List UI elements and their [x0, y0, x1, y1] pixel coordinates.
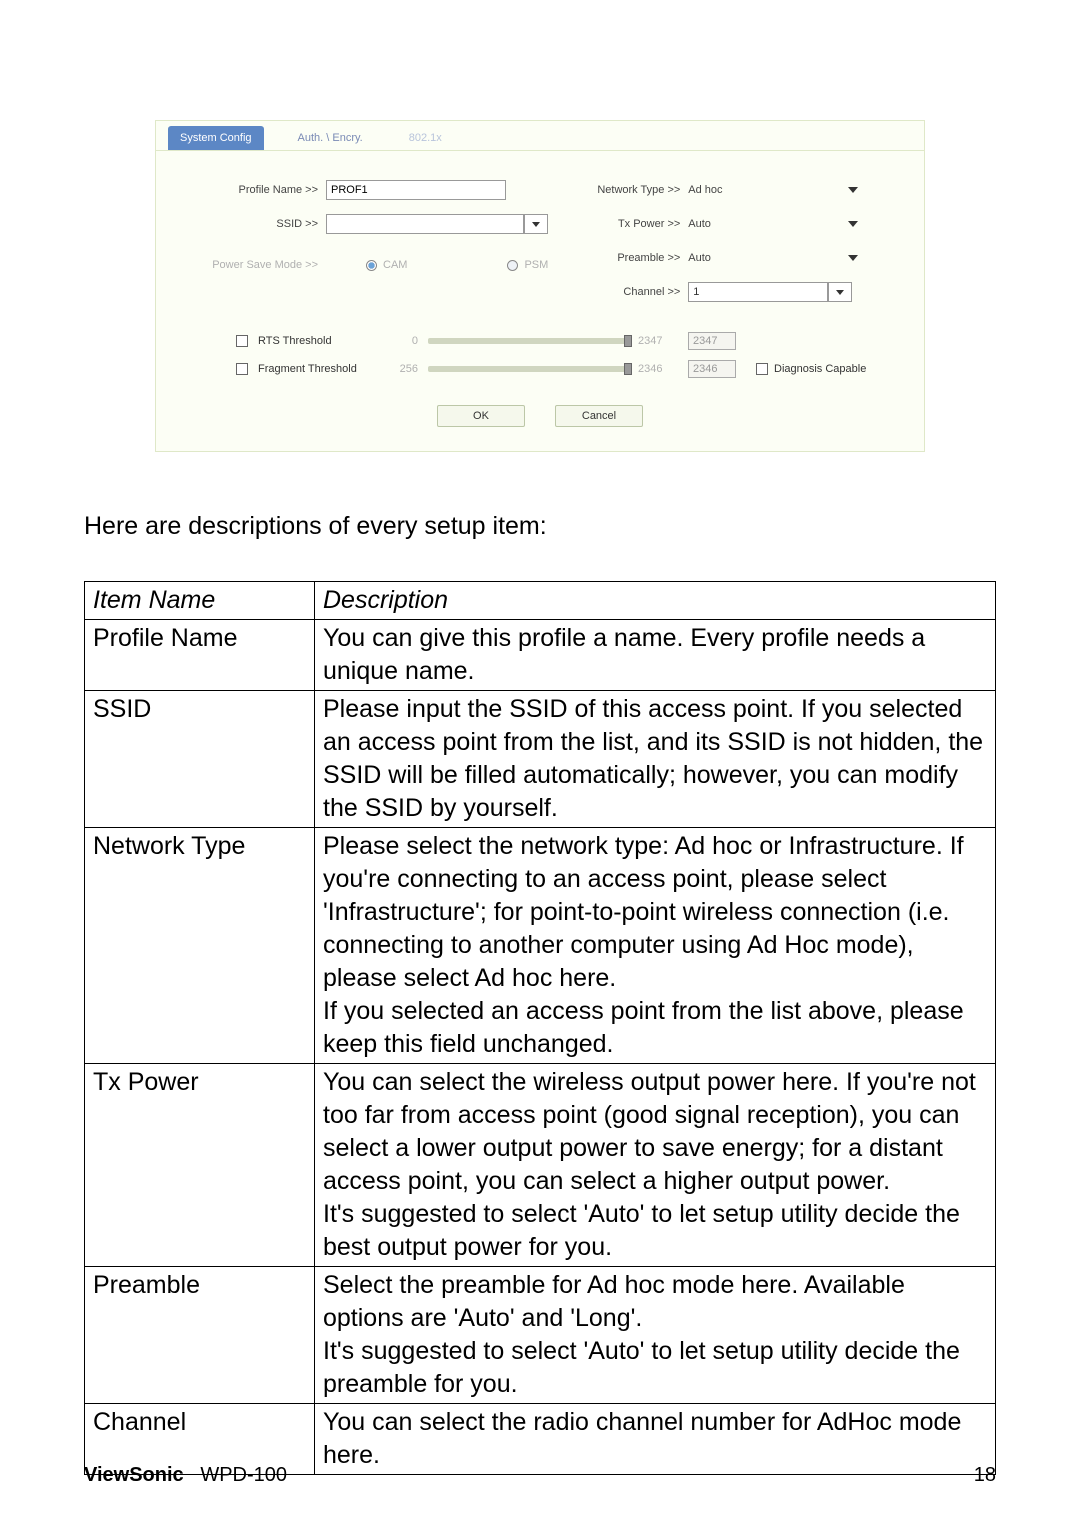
rts-min: 0 [388, 335, 418, 347]
cell-item: Tx Power [85, 1064, 315, 1267]
cell-desc: Please select the network type: Ad hoc o… [315, 828, 996, 1064]
tab-8021x[interactable]: 802.1x [397, 126, 454, 150]
chevron-down-icon [848, 255, 858, 261]
footer-model: WPD-100 [200, 1464, 287, 1486]
cancel-button[interactable]: Cancel [555, 405, 643, 427]
frag-label: Fragment Threshold [258, 363, 378, 375]
chevron-down-icon [848, 187, 858, 193]
slider-knob-icon[interactable] [624, 335, 632, 347]
cell-desc: You can give this profile a name. Every … [315, 620, 996, 691]
form-area: Profile Name >> SSID >> Power Save Mode … [156, 151, 924, 435]
preamble-select[interactable]: Auto [688, 252, 858, 264]
slider-knob-icon[interactable] [624, 363, 632, 375]
ssid-label: SSID >> [186, 218, 326, 230]
ssid-input[interactable] [326, 214, 524, 234]
diag-label: Diagnosis Capable [774, 363, 866, 375]
txpower-value: Auto [688, 218, 711, 230]
frag-value: 2346 [688, 360, 736, 378]
channel-select[interactable]: 1 [688, 282, 858, 302]
txpower-select[interactable]: Auto [688, 218, 858, 230]
description-table: Item Name Description Profile NameYou ca… [84, 581, 996, 1475]
table-row: SSIDPlease input the SSID of this access… [85, 691, 996, 828]
intro-text: Here are descriptions of every setup ite… [84, 512, 996, 541]
frag-checkbox[interactable] [236, 363, 248, 375]
frag-slider[interactable] [428, 366, 628, 372]
chevron-down-icon [848, 221, 858, 227]
frag-min: 256 [388, 363, 418, 375]
psm-label: Power Save Mode >> [186, 259, 326, 271]
txpower-label: Tx Power >> [578, 218, 688, 230]
table-row: Tx PowerYou can select the wireless outp… [85, 1064, 996, 1267]
table-row: Network TypePlease select the network ty… [85, 828, 996, 1064]
th-description: Description [315, 582, 996, 620]
profile-name-label: Profile Name >> [186, 184, 326, 196]
cell-item: Profile Name [85, 620, 315, 691]
cell-item: Network Type [85, 828, 315, 1064]
psm-cam-radio[interactable]: CAM [366, 259, 407, 271]
diag-chk-icon [756, 363, 768, 375]
cell-desc: You can select the wireless output power… [315, 1064, 996, 1267]
rts-value: 2347 [688, 332, 736, 350]
tab-bar: System Config Auth. \ Encry. 802.1x [156, 121, 924, 151]
tab-system-config[interactable]: System Config [168, 126, 264, 150]
profile-name-input[interactable] [326, 180, 506, 200]
rts-checkbox[interactable] [236, 335, 248, 347]
tab-auth-encry[interactable]: Auth. \ Encry. [286, 126, 375, 150]
psm-psm-text: PSM [524, 259, 548, 271]
table-row: Profile NameYou can give this profile a … [85, 620, 996, 691]
frag-max: 2346 [638, 363, 678, 375]
diagnosis-checkbox[interactable]: Diagnosis Capable [756, 363, 866, 375]
cell-item: Preamble [85, 1267, 315, 1404]
preamble-label: Preamble >> [578, 252, 688, 264]
table-row: PreambleSelect the preamble for Ad hoc m… [85, 1267, 996, 1404]
network-type-value: Ad hoc [688, 184, 722, 196]
network-type-label: Network Type >> [578, 184, 688, 196]
footer-page: 18 [974, 1464, 996, 1487]
footer-brand: ViewSonic [84, 1464, 184, 1486]
psm-cam-text: CAM [383, 259, 407, 271]
preamble-value: Auto [688, 252, 711, 264]
ok-button[interactable]: OK [437, 405, 525, 427]
ssid-dropdown-icon[interactable] [524, 214, 548, 234]
channel-label: Channel >> [578, 286, 688, 298]
cell-item: SSID [85, 691, 315, 828]
rts-slider[interactable] [428, 338, 628, 344]
rts-max: 2347 [638, 335, 678, 347]
th-item-name: Item Name [85, 582, 315, 620]
page-footer: ViewSonic WPD-100 18 [84, 1464, 996, 1487]
channel-value: 1 [688, 282, 828, 302]
cell-desc: Please input the SSID of this access poi… [315, 691, 996, 828]
cell-desc: Select the preamble for Ad hoc mode here… [315, 1267, 996, 1404]
network-type-select[interactable]: Ad hoc [688, 184, 858, 196]
channel-dropdown-icon[interactable] [828, 282, 852, 302]
rts-label: RTS Threshold [258, 335, 378, 347]
config-panel: System Config Auth. \ Encry. 802.1x Prof… [155, 120, 925, 452]
psm-psm-radio[interactable]: PSM [507, 259, 548, 271]
